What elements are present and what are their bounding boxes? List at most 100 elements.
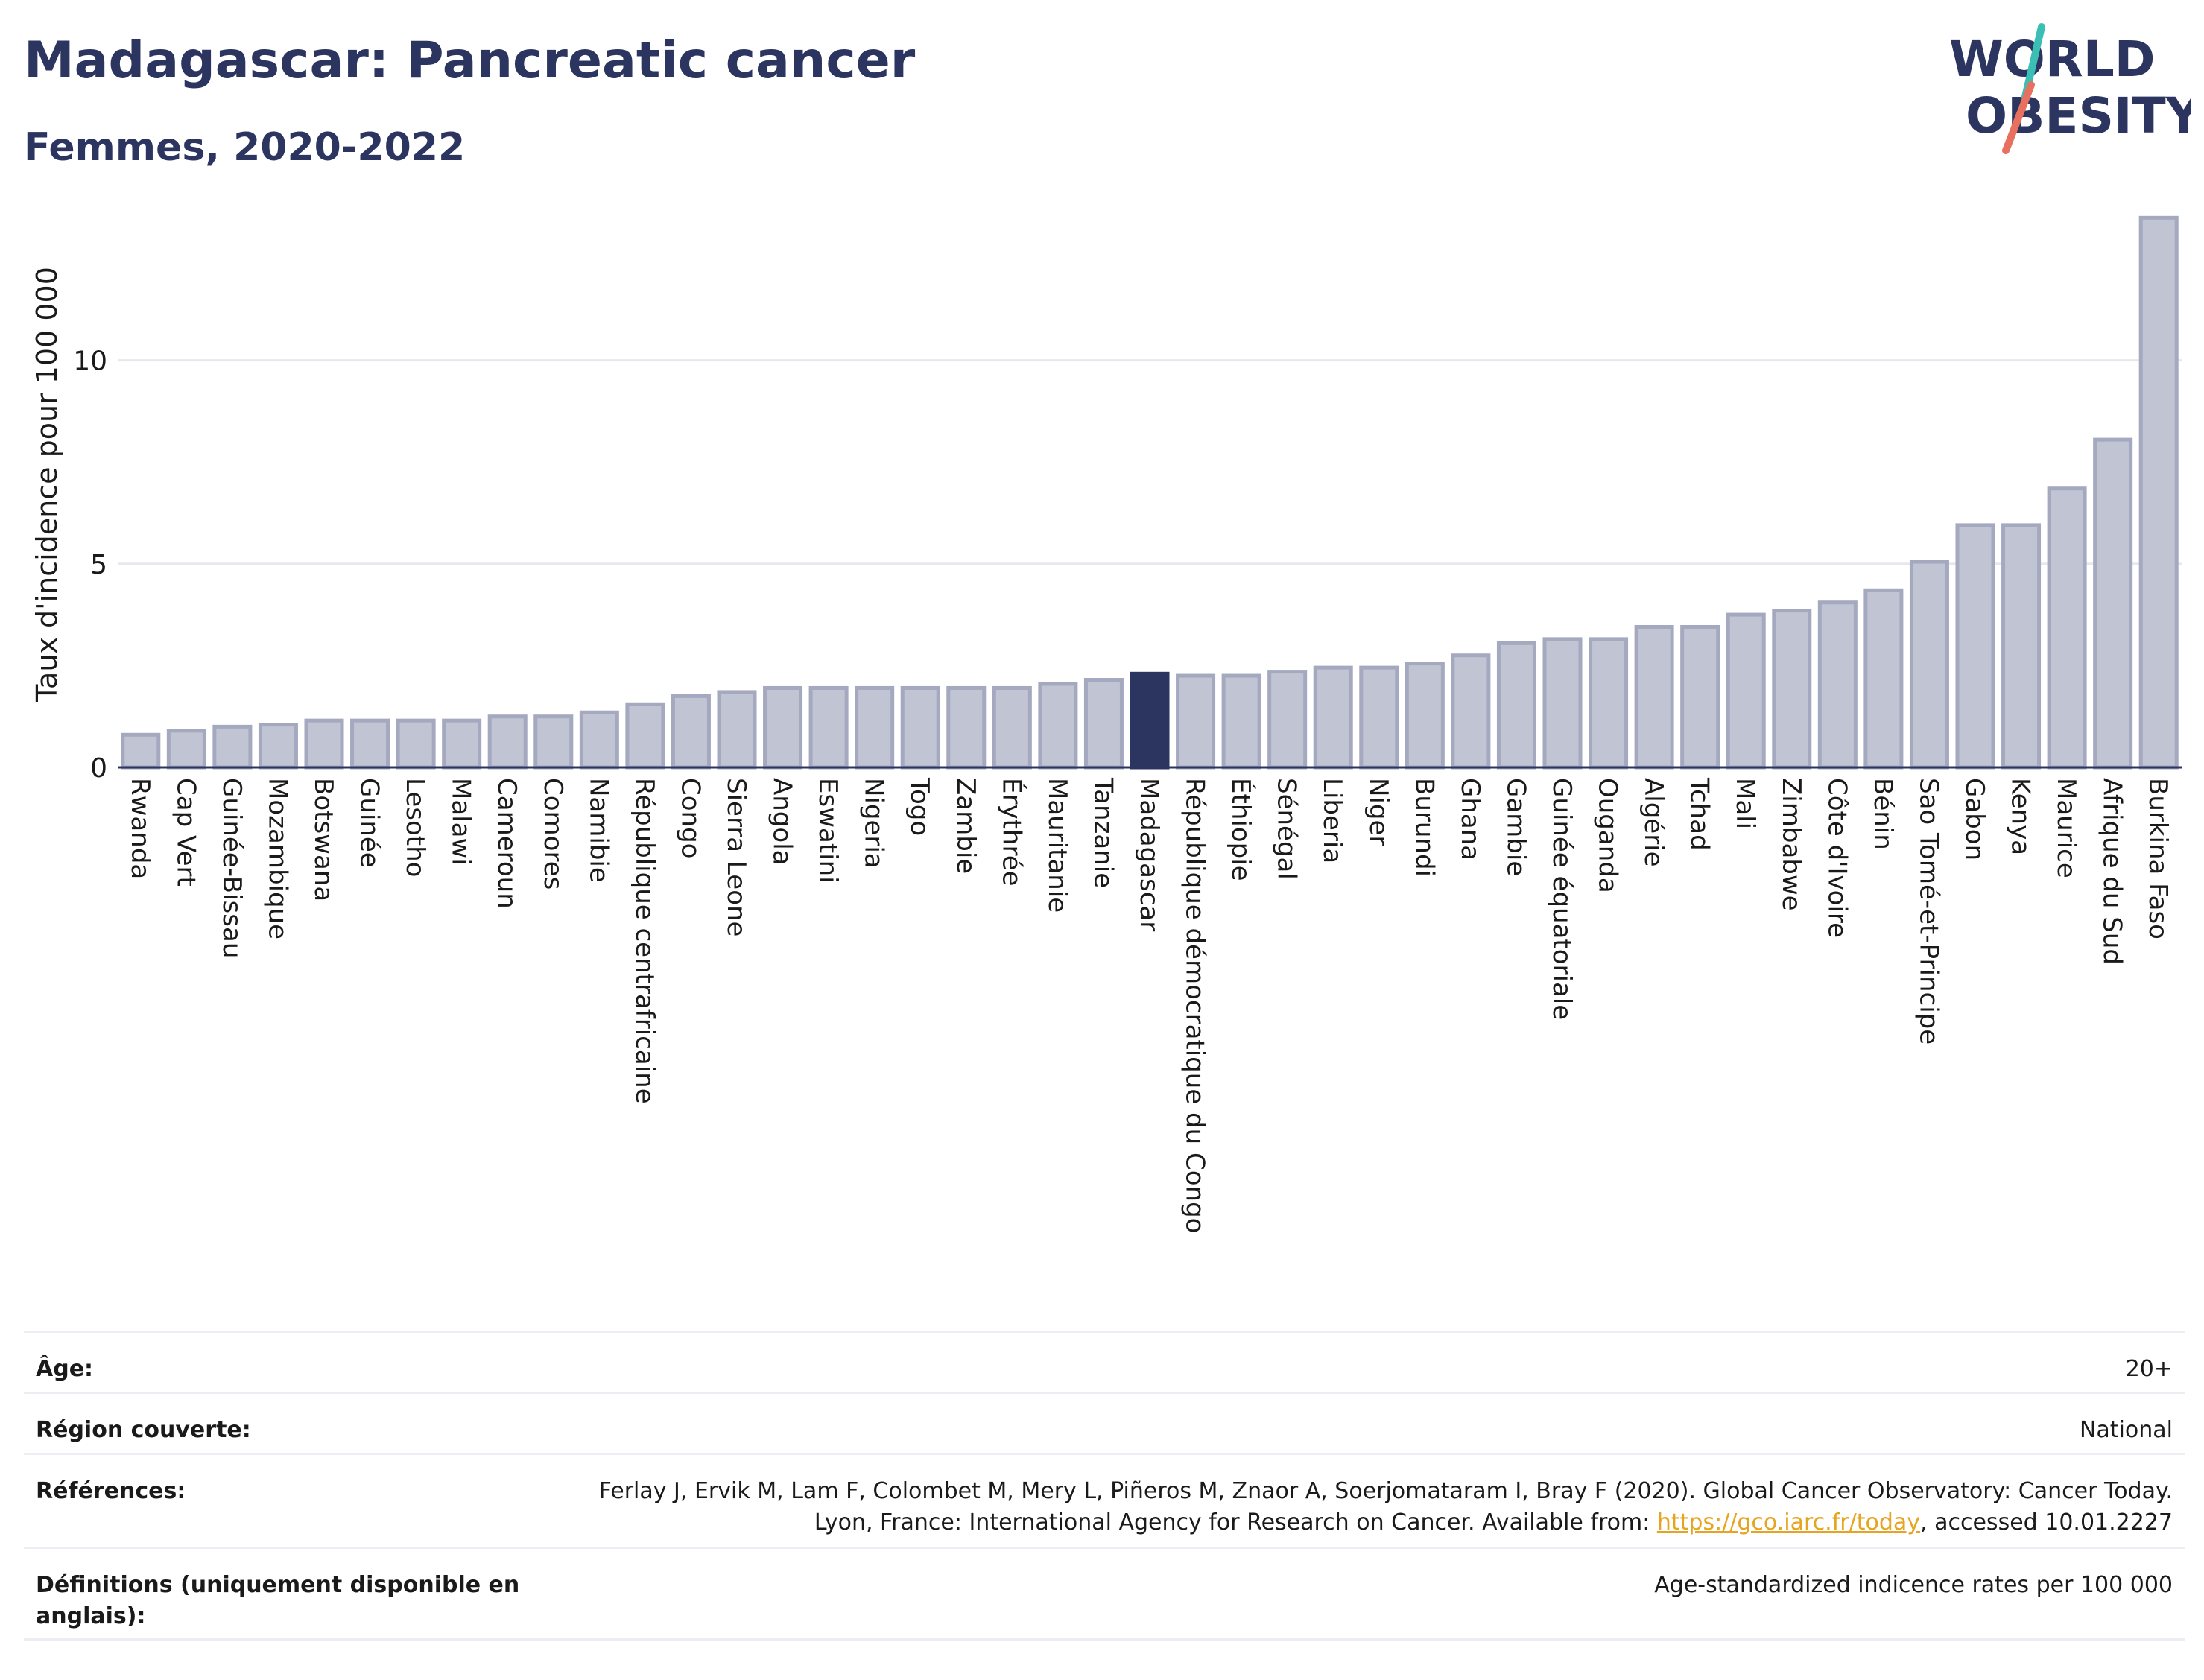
x-tick-label: Éthiopie bbox=[1226, 778, 1256, 881]
x-tick-label: République démocratique du Congo bbox=[1180, 778, 1210, 1233]
grid-lines bbox=[118, 359, 2182, 565]
logo-line-obesity: OBESITY bbox=[1966, 87, 2191, 145]
bar bbox=[1221, 673, 1261, 770]
info-label: Définitions (uniquement disponible en an… bbox=[36, 1572, 520, 1629]
x-tick-label: Algérie bbox=[1638, 778, 1668, 867]
info-value: National bbox=[2079, 1417, 2173, 1443]
bar bbox=[121, 732, 161, 770]
bar bbox=[1542, 637, 1583, 770]
x-tick-label: Niger bbox=[1364, 778, 1393, 846]
x-tick-label: Mozambique bbox=[262, 778, 292, 939]
x-tick-label: Namibie bbox=[583, 778, 613, 883]
bar bbox=[717, 690, 757, 770]
info-row-references: Références: Ferlay J, Ervik M, Lam F, Co… bbox=[24, 1453, 2185, 1547]
bar bbox=[2001, 523, 2042, 770]
x-tick-label: Burundi bbox=[1409, 778, 1439, 877]
bar bbox=[763, 685, 803, 770]
bar bbox=[1176, 673, 1216, 770]
bar bbox=[808, 685, 849, 770]
world-obesity-logo: WORLD OBESITY bbox=[1949, 23, 2191, 154]
x-tick-label: Zambie bbox=[951, 778, 981, 874]
bar bbox=[1863, 588, 1904, 770]
info-label: Références: bbox=[36, 1478, 186, 1504]
x-tick-label: Cap Vert bbox=[171, 778, 200, 887]
x-tick-label: Ghana bbox=[1455, 778, 1485, 860]
x-tick-label: Sao Tomé-et-Principe bbox=[1913, 778, 1943, 1045]
x-tick-label: Kenya bbox=[2006, 778, 2036, 855]
logo-line-world: WORLD bbox=[1949, 31, 2156, 88]
x-tick-label: Botswana bbox=[308, 778, 338, 901]
bar bbox=[1496, 641, 1536, 770]
bar bbox=[1680, 624, 1720, 770]
bar bbox=[442, 718, 482, 770]
bar bbox=[1359, 665, 1399, 770]
x-tick-label: République centrafricaine bbox=[630, 778, 659, 1104]
x-tick-label: Gabon bbox=[1960, 778, 1989, 860]
bar bbox=[2093, 437, 2133, 770]
bar bbox=[396, 718, 436, 770]
bar bbox=[212, 724, 253, 770]
chart-title: Madagascar: Pancreatic cancer bbox=[24, 31, 916, 90]
x-tick-label: Sénégal bbox=[1272, 778, 1302, 880]
x-tick-label: Malawi bbox=[446, 778, 476, 866]
x-tick-label: Mali bbox=[1730, 778, 1760, 829]
bar bbox=[625, 702, 665, 770]
bar bbox=[304, 718, 344, 770]
bar bbox=[855, 685, 895, 770]
bar bbox=[1634, 624, 1674, 770]
x-tick-label: Burkina Faso bbox=[2143, 778, 2173, 939]
bar bbox=[1772, 609, 1812, 770]
y-tick-label: 5 bbox=[90, 550, 107, 580]
info-row-region: Région couverte: National bbox=[24, 1392, 2185, 1453]
x-tick-label: Angola bbox=[767, 778, 797, 865]
y-tick-label: 10 bbox=[73, 346, 107, 377]
bar bbox=[1726, 612, 1766, 770]
x-tick-label: Zimbabwe bbox=[1776, 778, 1806, 911]
info-value: Ferlay J, Ervik M, Lam F, Colombet M, Me… bbox=[571, 1476, 2173, 1538]
y-axis-label: Taux d'incidence pour 100 000 bbox=[31, 267, 63, 703]
x-tick-label: Guinée équatoriale bbox=[1547, 778, 1577, 1020]
x-tick-label: Bénin bbox=[1868, 778, 1898, 850]
bar bbox=[946, 685, 987, 770]
bar bbox=[671, 694, 711, 770]
reference-text: Ferlay J, Ervik M, Lam F, Colombet M, Me… bbox=[598, 1478, 2173, 1535]
x-tick-label: Ouganda bbox=[1593, 778, 1623, 893]
bar bbox=[1083, 678, 1124, 770]
bar bbox=[350, 718, 390, 770]
x-tick-label: Tchad bbox=[1685, 777, 1714, 851]
reference-link[interactable]: https://gco.iarc.fr/today bbox=[1656, 1509, 1921, 1535]
info-value: Age-standardized indicence rates per 100… bbox=[1654, 1572, 2173, 1598]
bar bbox=[992, 685, 1032, 770]
bar bbox=[1038, 682, 1078, 770]
bar bbox=[900, 685, 940, 770]
bar bbox=[1817, 600, 1858, 770]
bar bbox=[2138, 215, 2179, 770]
info-label: Région couverte: bbox=[36, 1417, 251, 1443]
x-tick-label: Togo bbox=[905, 777, 934, 836]
bar bbox=[2047, 486, 2087, 770]
x-tick-label: Cameroun bbox=[492, 778, 522, 909]
info-value: 20+ bbox=[2125, 1356, 2173, 1382]
info-table: Âge: 20+ Région couverte: National Référ… bbox=[24, 1331, 2185, 1641]
info-label: Âge: bbox=[36, 1356, 94, 1382]
x-tick-label: Rwanda bbox=[125, 778, 155, 879]
x-tick-label: Comores bbox=[538, 778, 568, 890]
x-tick-label: Mauritanie bbox=[1042, 778, 1072, 913]
bar bbox=[487, 714, 528, 770]
logo-slash-coral bbox=[2002, 81, 2035, 154]
chart-subtitle: Femmes, 2020-2022 bbox=[24, 125, 466, 170]
bar-chart: Rwanda Cap Vert Guinée-Bissau Mozambique Bot… bbox=[31, 215, 2182, 1233]
y-tick-label: 0 bbox=[90, 753, 107, 784]
x-tick-label: Côte d'Ivoire bbox=[1822, 778, 1852, 938]
bar bbox=[1955, 523, 1995, 770]
bar bbox=[166, 729, 206, 770]
x-tick-label: Afrique du Sud bbox=[2097, 778, 2127, 965]
reference-accessed: , accessed 10.01.2227 bbox=[1920, 1509, 2173, 1535]
bar bbox=[1451, 653, 1491, 770]
bar-highlight bbox=[1130, 671, 1170, 770]
x-tick-label: Guinée bbox=[355, 778, 384, 868]
bar bbox=[1267, 670, 1308, 770]
x-tick-label: Eswatini bbox=[813, 778, 843, 884]
x-tick-label: Nigeria bbox=[859, 778, 889, 869]
bar bbox=[1405, 662, 1445, 770]
